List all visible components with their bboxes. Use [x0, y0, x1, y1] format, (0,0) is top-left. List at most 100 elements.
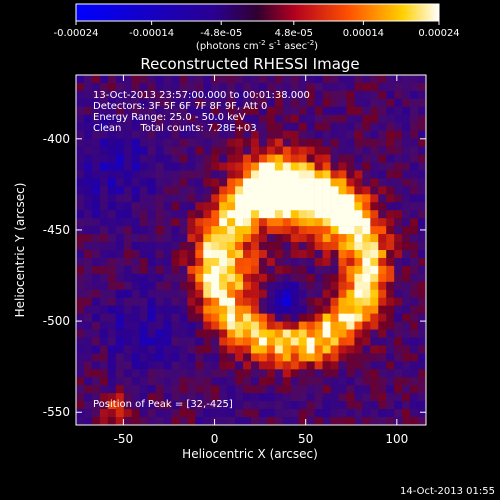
heatmap-cell — [243, 377, 252, 386]
heatmap-cell — [258, 138, 268, 147]
heatmap-cell — [227, 250, 236, 259]
heatmap-cell — [314, 345, 323, 354]
heatmap-cell — [227, 82, 236, 92]
heatmap-cell — [322, 353, 331, 362]
heatmap-cell — [195, 114, 204, 124]
heatmap-cell — [322, 122, 331, 131]
heatmap-cell — [346, 178, 355, 187]
heatmap-cell — [187, 417, 196, 426]
heatmap-cell — [258, 250, 268, 259]
heatmap-cell — [155, 345, 164, 354]
heatmap-cell — [123, 297, 132, 306]
heatmap-cell — [418, 98, 427, 108]
heatmap-cell — [115, 90, 125, 100]
heatmap-cell — [386, 401, 395, 410]
heatmap-cell — [123, 289, 132, 299]
heatmap-cell — [354, 377, 363, 386]
heatmap-cell — [378, 417, 387, 426]
heatmap-cell — [179, 75, 188, 84]
heatmap-cell — [298, 226, 307, 235]
heatmap-cell — [394, 218, 403, 227]
heatmap-cell — [354, 75, 363, 84]
heatmap-cell — [322, 114, 331, 124]
heatmap-cell — [274, 337, 284, 346]
heatmap-cell — [306, 385, 315, 394]
heatmap-cell — [83, 345, 93, 354]
heatmap-cell — [131, 98, 140, 108]
heatmap-cell — [243, 273, 252, 283]
heatmap-cell — [258, 114, 268, 124]
heatmap-cell — [203, 401, 212, 410]
heatmap-cell — [115, 186, 125, 195]
heatmap-cell — [338, 289, 347, 299]
heatmap-cell — [203, 313, 212, 322]
heatmap-cell — [227, 401, 236, 410]
heatmap-cell — [131, 122, 140, 131]
heatmap-cell — [378, 178, 387, 187]
heatmap-cell — [91, 202, 101, 211]
heatmap-cell — [346, 90, 355, 100]
heatmap-cell — [362, 313, 371, 322]
heatmap-cell — [163, 122, 172, 131]
heatmap-cell — [330, 146, 339, 155]
heatmap-cell — [330, 297, 339, 306]
heatmap-cell — [163, 178, 172, 187]
heatmap-cell — [243, 90, 252, 100]
heatmap-cell — [386, 257, 395, 267]
heatmap-cell — [163, 409, 172, 418]
heatmap-cell — [107, 82, 117, 92]
heatmap-cell — [179, 289, 188, 299]
heatmap-cell — [282, 130, 292, 139]
heatmap-cell — [306, 186, 315, 195]
heatmap-cell — [187, 218, 196, 227]
heatmap-cell — [211, 162, 220, 171]
heatmap-cell — [330, 393, 339, 402]
heatmap-cell — [370, 321, 379, 330]
heatmap-cell — [370, 154, 379, 163]
heatmap-cell — [187, 210, 196, 219]
heatmap-cell — [338, 337, 347, 346]
heatmap-cell — [179, 162, 188, 171]
heatmap-cell — [330, 401, 339, 410]
heatmap-cell — [306, 401, 315, 410]
heatmap-cell — [203, 114, 212, 124]
heatmap-cell — [251, 154, 260, 163]
heatmap-cell — [171, 178, 180, 187]
heatmap-cell — [211, 353, 220, 362]
heatmap-cell — [163, 130, 172, 139]
heatmap-cell — [386, 345, 395, 354]
heatmap-cell — [227, 138, 236, 147]
heatmap-cell — [227, 305, 236, 314]
heatmap-cell — [171, 170, 180, 179]
heatmap-cell — [187, 234, 196, 243]
heatmap-cell — [362, 401, 371, 410]
heatmap-cell — [306, 345, 315, 354]
heatmap-cell — [290, 186, 300, 195]
heatmap-cell — [171, 146, 180, 155]
heatmap-cell — [76, 146, 85, 155]
heatmap-cell — [195, 353, 204, 362]
heatmap-cell — [338, 401, 347, 410]
heatmap-cell — [322, 194, 331, 203]
heatmap-cell — [99, 210, 109, 219]
heatmap-cell — [370, 162, 379, 171]
heatmap-cell — [306, 154, 315, 163]
heatmap-cell — [394, 313, 403, 322]
heatmap-cell — [203, 178, 212, 187]
heatmap-cell — [322, 154, 331, 163]
heatmap-cell — [298, 138, 307, 147]
heatmap-cell — [290, 242, 300, 251]
heatmap-cell — [235, 297, 244, 306]
heatmap-cell — [171, 186, 180, 195]
heatmap-cell — [274, 345, 284, 354]
heatmap-cell — [274, 146, 284, 155]
heatmap-cell — [131, 250, 140, 259]
heatmap-cell — [314, 289, 323, 299]
heatmap-cell — [131, 353, 140, 362]
heatmap-cell — [131, 82, 140, 92]
heatmap-cell — [123, 90, 132, 100]
heatmap-cell — [274, 393, 284, 402]
heatmap-cell — [147, 98, 156, 108]
heatmap-cell — [243, 210, 252, 219]
heatmap-cell — [298, 114, 307, 124]
